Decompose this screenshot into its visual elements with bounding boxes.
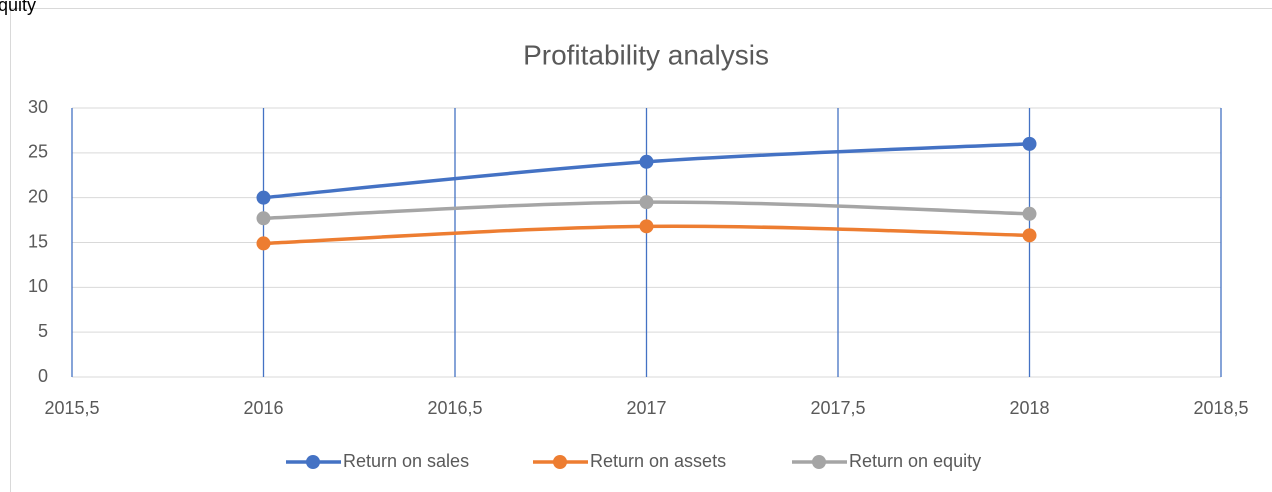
chart-border [10,8,1272,492]
x-tick-label: 2018 [1009,398,1049,418]
legend-label: Return on sales [343,451,469,471]
x-tick-label: 2016,5 [427,398,482,418]
y-tick-label: 20 [28,186,48,206]
y-tick-label: 0 [38,366,48,386]
marker [256,211,271,226]
x-tick-label: 2016 [243,398,283,418]
y-tick-label: 30 [28,97,48,117]
y-tick-label: 5 [38,321,48,341]
legend-marker [553,455,567,469]
chart-title: Profitability analysis [523,39,769,70]
x-tick-label: 2015,5 [44,398,99,418]
y-tick-label: 10 [28,276,48,296]
marker [1022,228,1037,243]
marker [256,190,271,205]
x-tick-label: 2017,5 [810,398,865,418]
caption: quity [0,0,36,15]
marker [1022,206,1037,221]
marker [639,219,654,234]
x-tick-label: 2018,5 [1193,398,1248,418]
y-tick-label: 25 [28,142,48,162]
marker [639,154,654,169]
marker [1022,136,1037,151]
legend-marker [306,455,320,469]
marker [256,236,271,251]
legend-label: Return on equity [849,451,981,471]
x-tick-label: 2017 [626,398,666,418]
legend-label: Return on assets [590,451,726,471]
y-tick-label: 15 [28,231,48,251]
marker [639,195,654,210]
legend-marker [812,455,826,469]
